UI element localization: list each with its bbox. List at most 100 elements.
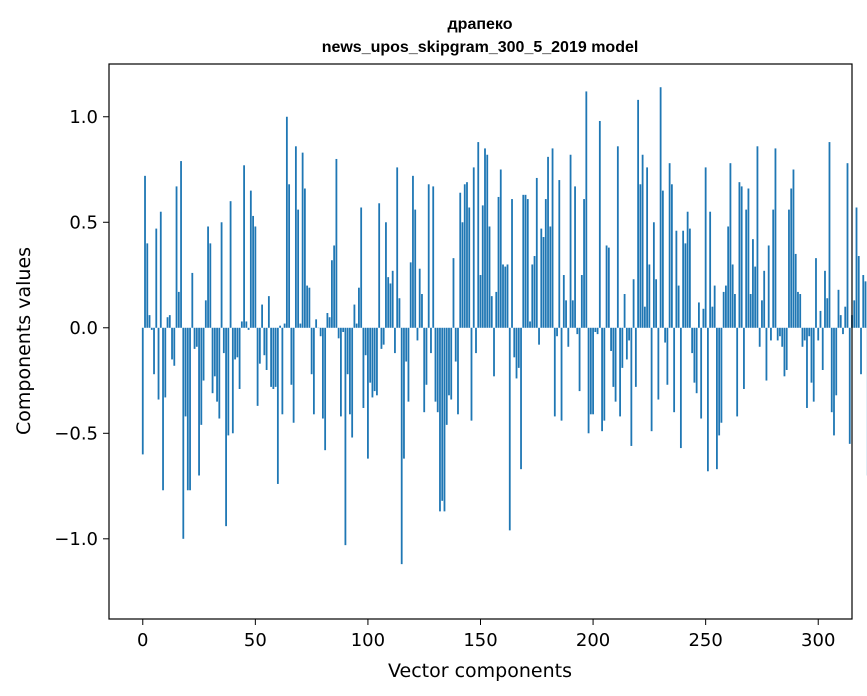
bar <box>267 296 270 328</box>
bar <box>472 167 475 328</box>
bar <box>378 203 381 328</box>
bar <box>245 321 248 328</box>
bar <box>454 327 457 362</box>
chart-subtitle: news_upos_skipgram_300_5_2019 model <box>322 39 639 56</box>
bar <box>211 327 214 394</box>
bar <box>502 264 504 328</box>
bar <box>722 291 725 328</box>
bar <box>731 264 734 328</box>
bar <box>630 327 633 446</box>
x-axis-label: Vector components <box>388 660 572 682</box>
bar <box>340 327 342 417</box>
bar <box>416 327 419 341</box>
bar <box>430 327 432 354</box>
bar <box>506 264 509 328</box>
bar <box>783 327 786 377</box>
bar <box>797 291 799 328</box>
bar <box>364 327 367 356</box>
bar <box>517 327 520 368</box>
bar <box>585 91 588 328</box>
bar <box>682 230 685 328</box>
bar <box>670 184 673 328</box>
bar <box>450 327 453 400</box>
bar <box>155 228 158 328</box>
bar <box>229 201 232 328</box>
bar <box>556 327 558 337</box>
bar <box>749 294 752 328</box>
bar <box>479 275 482 328</box>
bar <box>774 148 777 328</box>
bar <box>817 327 820 341</box>
bar <box>830 327 833 413</box>
bar <box>371 327 374 398</box>
bar <box>652 222 655 328</box>
bar <box>684 243 687 328</box>
bar <box>263 327 266 356</box>
bar <box>736 327 739 417</box>
bar <box>698 302 700 328</box>
bar <box>513 327 516 358</box>
bar <box>754 266 757 328</box>
bar <box>481 205 484 328</box>
bar <box>535 177 538 328</box>
y-axis-ticks: −1.0 −0.5 0.0 0.5 1.0 <box>54 107 109 550</box>
bar <box>243 165 245 328</box>
bar <box>639 184 642 328</box>
bar <box>824 270 826 328</box>
bar <box>835 327 838 396</box>
x-tick-label: 150 <box>463 630 497 651</box>
bar <box>785 327 788 370</box>
bar <box>614 327 617 402</box>
bar <box>799 294 802 328</box>
bar <box>403 327 405 459</box>
bar <box>634 327 637 387</box>
bar <box>344 327 347 546</box>
bar <box>756 146 759 328</box>
bar <box>560 327 563 421</box>
bar <box>688 228 691 328</box>
bar <box>700 327 703 419</box>
bar <box>720 327 723 423</box>
bar <box>213 327 216 377</box>
bar <box>153 327 155 375</box>
bar <box>231 327 234 434</box>
bar <box>497 196 500 328</box>
bar <box>661 190 664 328</box>
bar <box>281 327 284 415</box>
bar <box>812 327 815 402</box>
bar <box>274 327 277 387</box>
bar <box>767 245 770 328</box>
bar <box>382 327 385 345</box>
bar <box>238 327 241 389</box>
bar <box>412 175 414 328</box>
bar <box>565 300 567 328</box>
bar <box>391 270 394 328</box>
bar <box>461 222 464 328</box>
bar <box>400 327 403 565</box>
bar <box>632 279 635 328</box>
bar <box>734 294 736 328</box>
bar <box>326 313 329 328</box>
bar <box>177 291 180 328</box>
bar <box>860 327 862 375</box>
bar <box>349 327 351 415</box>
bar <box>204 300 207 328</box>
bar <box>207 226 209 328</box>
bar <box>423 327 426 413</box>
bar <box>659 87 662 328</box>
bar <box>434 327 437 402</box>
bar <box>801 327 804 347</box>
bar <box>421 294 423 328</box>
bar <box>457 327 459 415</box>
bar <box>405 327 408 362</box>
bar <box>781 327 784 347</box>
bar <box>567 327 570 347</box>
bar <box>707 327 709 472</box>
bar <box>504 266 507 328</box>
bar <box>353 304 356 328</box>
x-tick-label: 300 <box>801 630 835 651</box>
bar <box>806 327 808 408</box>
y-tick-label: 0.5 <box>69 212 98 233</box>
